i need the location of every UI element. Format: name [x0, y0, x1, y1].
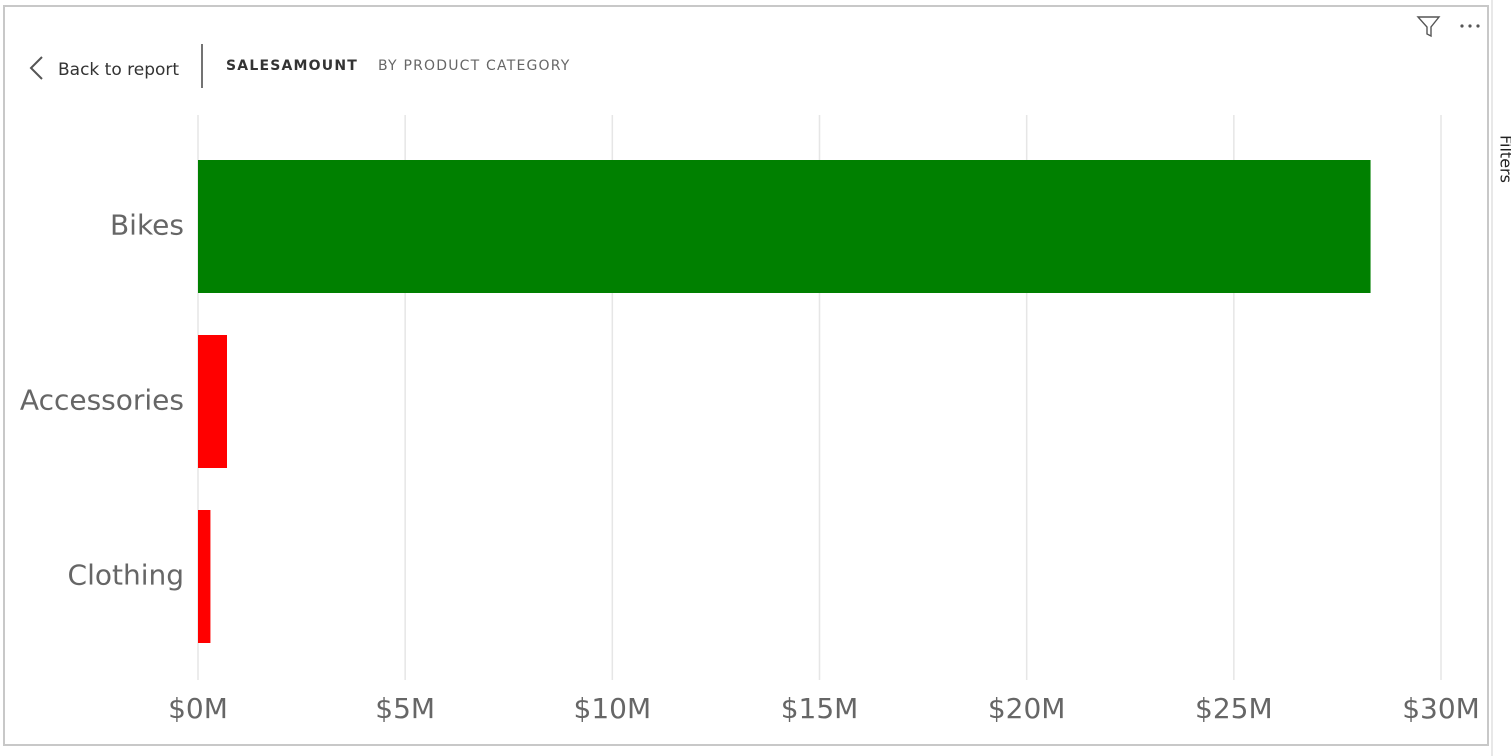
back-chevron — [29, 56, 43, 80]
y-tick-label: Bikes — [110, 209, 184, 242]
y-tick-label: Accessories — [20, 384, 184, 417]
x-tick-label: $30M — [1402, 692, 1480, 725]
bar — [198, 335, 228, 468]
x-tick-label: $0M — [168, 692, 228, 725]
more-options[interactable] — [1460, 24, 1480, 28]
dot — [1460, 24, 1464, 28]
back-button[interactable]: Back to report — [29, 56, 179, 80]
bar — [198, 510, 211, 643]
filter-glyph — [1416, 16, 1441, 38]
y-tick-label: Clothing — [68, 559, 184, 592]
dot — [1476, 24, 1480, 28]
x-tick-label: $20M — [988, 692, 1066, 725]
x-tick-label: $15M — [781, 692, 859, 725]
x-tick-label: $5M — [375, 692, 435, 725]
filters-pane-label[interactable]: Filters — [1497, 135, 1511, 183]
x-tick-label: $25M — [1195, 692, 1273, 725]
back-label: Back to report — [58, 60, 179, 80]
filter-icon[interactable] — [1416, 16, 1441, 38]
bar — [198, 160, 1371, 293]
dot — [1468, 24, 1472, 28]
chart-subtitle: BY PRODUCT CATEGORY — [378, 58, 571, 74]
x-tick-label: $10M — [574, 692, 652, 725]
focus-frame — [3, 5, 1489, 746]
chart-title: SALESAMOUNT — [226, 58, 358, 74]
